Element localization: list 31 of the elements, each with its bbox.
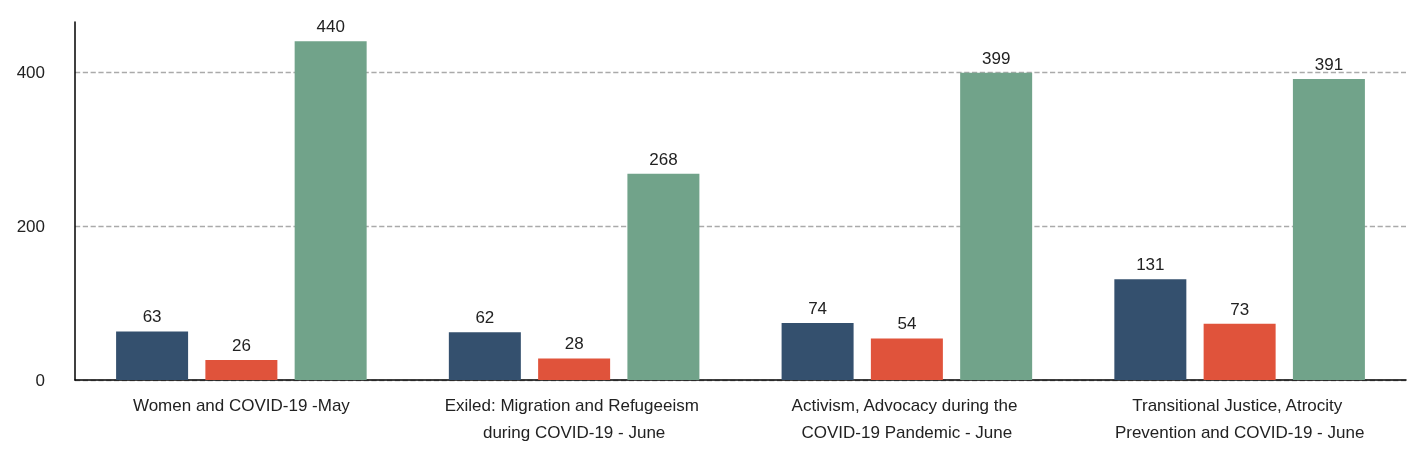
x-tick-label: Transitional Justice, Atrocity Prevention and COVID-19 - June bbox=[1114, 396, 1365, 442]
bar bbox=[448, 332, 521, 380]
data-label: 74 bbox=[808, 299, 828, 319]
data-label: 399 bbox=[981, 48, 1011, 68]
bar bbox=[538, 358, 611, 380]
bar bbox=[870, 338, 943, 380]
data-label: 73 bbox=[1230, 299, 1250, 319]
x-tick-label: Women and COVID-19 -May bbox=[132, 396, 351, 415]
bar bbox=[1203, 323, 1276, 380]
y-tick-label: 200 bbox=[16, 216, 45, 236]
x-tick-label: Exiled: Migration and Refugeeism during COVID-19 - June bbox=[444, 396, 704, 442]
data-label: 26 bbox=[231, 335, 251, 355]
bar bbox=[781, 323, 854, 380]
data-label: 63 bbox=[142, 307, 162, 327]
data-label: 28 bbox=[564, 334, 584, 354]
bar bbox=[116, 331, 189, 380]
bar bbox=[627, 173, 700, 380]
data-label: 131 bbox=[1136, 255, 1165, 275]
x-tick-label: Activism, Advocacy during the COVID-19 Pandemic - June bbox=[791, 396, 1023, 442]
bar bbox=[1114, 279, 1187, 380]
bar bbox=[1292, 78, 1365, 380]
bar bbox=[960, 72, 1033, 380]
data-label: 391 bbox=[1314, 54, 1344, 74]
data-label: 62 bbox=[475, 308, 495, 328]
data-label: 440 bbox=[316, 17, 345, 37]
data-label: 54 bbox=[897, 314, 917, 334]
y-tick-label: 0 bbox=[35, 370, 45, 390]
data-label: 268 bbox=[649, 149, 678, 169]
y-tick-label: 400 bbox=[16, 62, 45, 82]
bar bbox=[205, 359, 278, 380]
bar bbox=[294, 41, 367, 380]
